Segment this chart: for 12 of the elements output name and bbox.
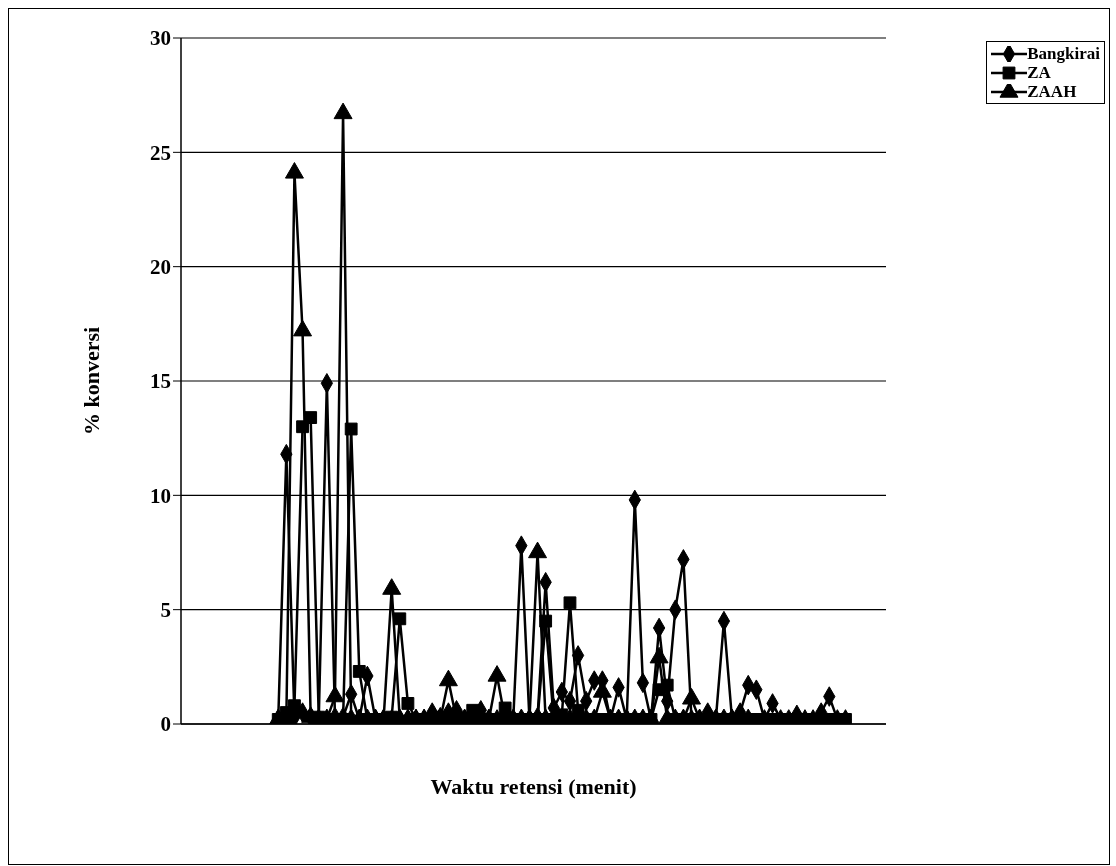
- y-tick-label: 10: [150, 483, 171, 508]
- legend-label: ZA: [1027, 63, 1051, 82]
- y-tick-label: 0: [160, 712, 171, 737]
- x-axis-title: Waktu retensi (menit): [430, 774, 637, 799]
- y-axis-title: % konversi: [78, 326, 104, 436]
- y-tick-label: 20: [150, 255, 171, 280]
- legend-label: ZAAH: [1027, 82, 1077, 101]
- y-tick-label: 5: [160, 598, 171, 623]
- legend-label: Bangkirai: [1027, 44, 1100, 63]
- y-tick-label: 30: [150, 26, 171, 51]
- y-tick-label: 25: [150, 140, 171, 165]
- y-tick-label: 15: [150, 369, 171, 394]
